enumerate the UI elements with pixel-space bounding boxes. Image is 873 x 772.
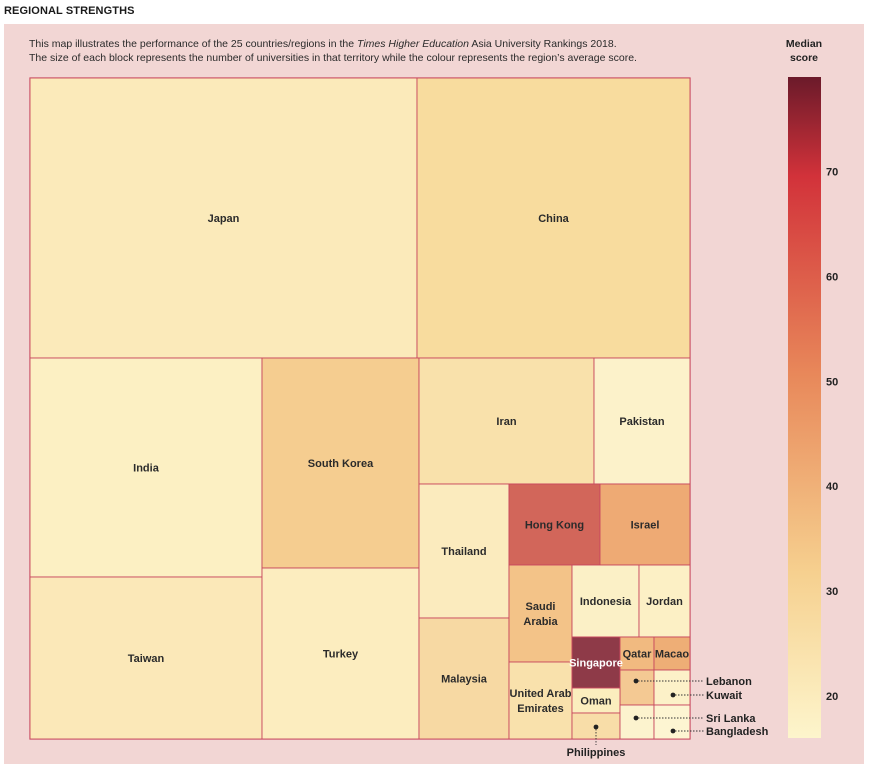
- treemap-cells: Japan China India South Korea Iran Pakistan Ta…: [29, 77, 691, 740]
- cell-united-arab-emirates: [508, 661, 573, 740]
- cell-label-qatar: Qatar: [623, 649, 652, 661]
- cell-lebanon: [619, 669, 655, 706]
- cell-label-united-arab-emirates-1: United Arab: [510, 688, 572, 700]
- cell-turkey: [261, 567, 420, 740]
- cell-taiwan: [29, 576, 263, 740]
- cell-qatar: [619, 636, 655, 671]
- cell-label-turkey: Turkey: [323, 649, 359, 661]
- cell-label-japan: Japan: [208, 213, 240, 225]
- colorbar-tick-60: 60: [826, 271, 838, 283]
- cell-jordan: [638, 564, 691, 638]
- cell-macao: [653, 636, 691, 671]
- cell-label-iran: Iran: [496, 416, 516, 428]
- colorbar: 20 30 40 50 60 70: [788, 77, 838, 738]
- cell-label-saudi-arabia-1: Saudi: [526, 601, 556, 613]
- chart-heading: REGIONAL STRENGTHS: [4, 5, 135, 17]
- cell-hong-kong: [508, 483, 601, 566]
- callout-label-sri-lanka: Sri Lanka: [706, 713, 756, 725]
- callout-label-kuwait: Kuwait: [706, 690, 742, 702]
- callout-label-bangladesh: Bangladesh: [706, 726, 769, 738]
- callout-label-lebanon: Lebanon: [706, 676, 752, 688]
- callout-dot-lebanon: [633, 678, 639, 684]
- cell-label-israel: Israel: [631, 520, 660, 532]
- callout-dot-sri-lanka: [633, 715, 639, 721]
- colorbar-title: Median score: [785, 38, 823, 64]
- callout-dot-kuwait: [670, 692, 676, 698]
- cell-label-indonesia: Indonesia: [580, 596, 632, 608]
- cell-label-pakistan: Pakistan: [619, 416, 665, 428]
- cell-label-macao: Macao: [655, 649, 690, 661]
- cell-label-oman: Oman: [580, 696, 611, 708]
- colorbar-tick-20: 20: [826, 691, 838, 703]
- cell-india: [29, 357, 263, 578]
- cell-singapore: [571, 636, 621, 689]
- cell-label-india: India: [133, 463, 160, 475]
- cell-saudi-arabia: [508, 564, 573, 663]
- cell-kuwait: [653, 669, 691, 706]
- cell-label-south-korea: South Korea: [308, 458, 374, 470]
- cell-south-korea: [261, 357, 420, 569]
- cell-label-malaysia: Malaysia: [441, 674, 488, 686]
- cell-label-singapore: Singapore: [569, 658, 623, 670]
- cell-japan: [29, 77, 418, 359]
- cell-malaysia: [418, 617, 510, 740]
- cell-oman: [571, 687, 621, 714]
- cell-thailand: [418, 483, 510, 619]
- intro-line-1: This map illustrates the performance of …: [29, 38, 617, 50]
- cell-sri-lanka: [619, 704, 655, 740]
- cell-indonesia: [571, 564, 640, 638]
- callout-dot-bangladesh: [670, 728, 676, 734]
- colorbar-tick-30: 30: [826, 586, 838, 598]
- cell-label-saudi-arabia-2: Arabia: [523, 616, 558, 628]
- colorbar-tick-50: 50: [826, 376, 838, 388]
- cell-israel: [599, 483, 691, 566]
- cell-iran: [418, 357, 595, 485]
- cell-label-taiwan: Taiwan: [128, 653, 165, 665]
- intro-line-2: The size of each block represents the nu…: [29, 52, 637, 64]
- cell-bangladesh: [653, 704, 691, 740]
- callout-label-philippines: Philippines: [567, 747, 626, 759]
- cell-label-hong-kong: Hong Kong: [525, 520, 584, 532]
- callout-dot-philippines: [593, 724, 599, 730]
- cell-label-united-arab-emirates-2: Emirates: [517, 703, 563, 715]
- colorbar-tick-40: 40: [826, 481, 838, 493]
- cell-label-china: China: [538, 213, 569, 225]
- colorbar-tick-70: 70: [826, 166, 838, 178]
- cell-label-jordan: Jordan: [646, 596, 683, 608]
- cell-label-thailand: Thailand: [441, 546, 486, 558]
- colorbar-gradient: [788, 77, 821, 738]
